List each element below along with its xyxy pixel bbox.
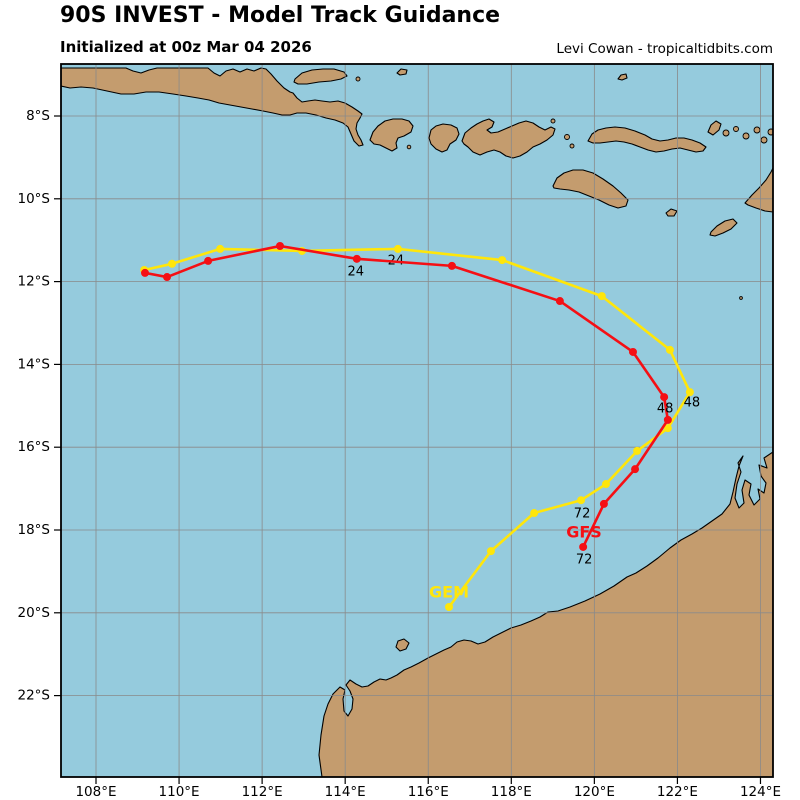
track-point-gfs-h54 <box>663 415 672 424</box>
islet-solor <box>722 129 730 137</box>
tick-label-108°E: 108°E <box>75 784 116 800</box>
track-point-gfs-h12 <box>204 256 213 265</box>
track-point-gem-h36 <box>597 292 606 301</box>
plot-border <box>60 63 774 778</box>
tick-label-122°E: 122°E <box>657 784 698 800</box>
tick-label-16°S: 16°S <box>18 439 51 455</box>
track-point-gem-h24 <box>393 244 402 253</box>
landmass-flores <box>587 126 707 153</box>
track-point-gem-h42 <box>665 345 674 354</box>
tick-label-124°E: 124°E <box>740 784 781 800</box>
track-point-gfs-h66 <box>599 499 608 508</box>
tick-label-22°S: 22°S <box>18 688 51 704</box>
track-point-gfs-h60 <box>631 465 640 474</box>
track-point-gem-h90 <box>445 603 454 612</box>
tick-label-8°S: 8°S <box>26 108 50 124</box>
track-point-gem-h54 <box>663 424 672 433</box>
landmass-island-north-2 <box>617 73 628 81</box>
landmass-flores-east-tip <box>707 120 722 136</box>
track-point-gfs-h24 <box>352 254 361 263</box>
tick-label-114°E: 114°E <box>325 784 366 800</box>
landmass-rote <box>709 218 738 237</box>
landmass-java <box>61 67 364 147</box>
track-point-gem-h48 <box>685 388 694 397</box>
track-point-gfs-h72 <box>579 542 588 551</box>
hour-label-gem-48: 48 <box>684 396 701 411</box>
islet-komodo <box>564 134 570 140</box>
landmass-barrow-island <box>395 638 410 652</box>
init-time-label: Initialized at 00z Mar 04 2026 <box>60 38 312 56</box>
islet-alor-south <box>760 136 768 144</box>
islet-island-dot-east-madura <box>355 76 361 82</box>
landmass-sumbawa <box>461 118 556 159</box>
tick-label-14°S: 14°S <box>18 356 51 372</box>
islet-ashmore-reef <box>739 296 743 300</box>
track-point-gfs-h30 <box>447 261 456 270</box>
track-point-gem-h6 <box>167 259 176 268</box>
track-point-gfs-h6 <box>163 273 172 282</box>
hour-label-gfs-72: 72 <box>576 552 593 567</box>
islet-nusa-penida <box>406 144 412 150</box>
tick-label-112°E: 112°E <box>242 784 283 800</box>
landmass-lombok <box>428 123 460 153</box>
tick-label-12°S: 12°S <box>18 274 51 290</box>
tick-label-116°E: 116°E <box>408 784 449 800</box>
landmass-madura <box>293 68 348 85</box>
tick-label-110°E: 110°E <box>159 784 200 800</box>
landmass-sawu <box>665 208 678 217</box>
track-point-gem-h30 <box>498 256 507 265</box>
track-point-gem-h66 <box>601 480 610 489</box>
track-point-gfs-h42 <box>628 347 637 356</box>
islet-rinca <box>569 143 575 149</box>
track-point-gem-h84 <box>486 547 495 556</box>
islet-sangeang <box>550 118 556 124</box>
track-point-gem-h72 <box>577 496 586 505</box>
credit-label: Levi Cowan - tropicaltidbits.com <box>556 41 773 57</box>
hour-label-gfs-48: 48 <box>657 402 674 417</box>
tick-label-10°S: 10°S <box>18 191 51 207</box>
islet-alor <box>767 128 773 136</box>
tick-label-118°E: 118°E <box>491 784 532 800</box>
track-point-gfs-h0 <box>141 268 150 277</box>
track-point-gfs-h18 <box>275 241 284 250</box>
page-title: 90S INVEST - Model Track Guidance <box>60 3 501 28</box>
islet-pantar <box>753 126 761 134</box>
track-point-gfs-h48 <box>660 393 669 402</box>
islet-lembata <box>742 132 750 140</box>
track-point-gem-h12 <box>216 244 225 253</box>
track-point-gem-h78 <box>530 509 539 518</box>
tick-label-18°S: 18°S <box>18 522 51 538</box>
landmass-island-north-1 <box>396 68 408 76</box>
hour-label-gfs-24: 24 <box>348 264 365 279</box>
model-label-gfs: GFS <box>566 523 602 542</box>
model-label-gem: GEM <box>429 583 469 602</box>
tick-label-20°S: 20°S <box>18 605 51 621</box>
hour-label-gem-72: 72 <box>574 507 591 522</box>
landmass-bali <box>369 118 414 152</box>
islet-adonara <box>733 126 739 132</box>
landmass-timor <box>744 167 773 213</box>
track-point-gem-h60 <box>633 446 642 455</box>
tick-label-120°E: 120°E <box>574 784 615 800</box>
track-point-gfs-h36 <box>555 297 564 306</box>
